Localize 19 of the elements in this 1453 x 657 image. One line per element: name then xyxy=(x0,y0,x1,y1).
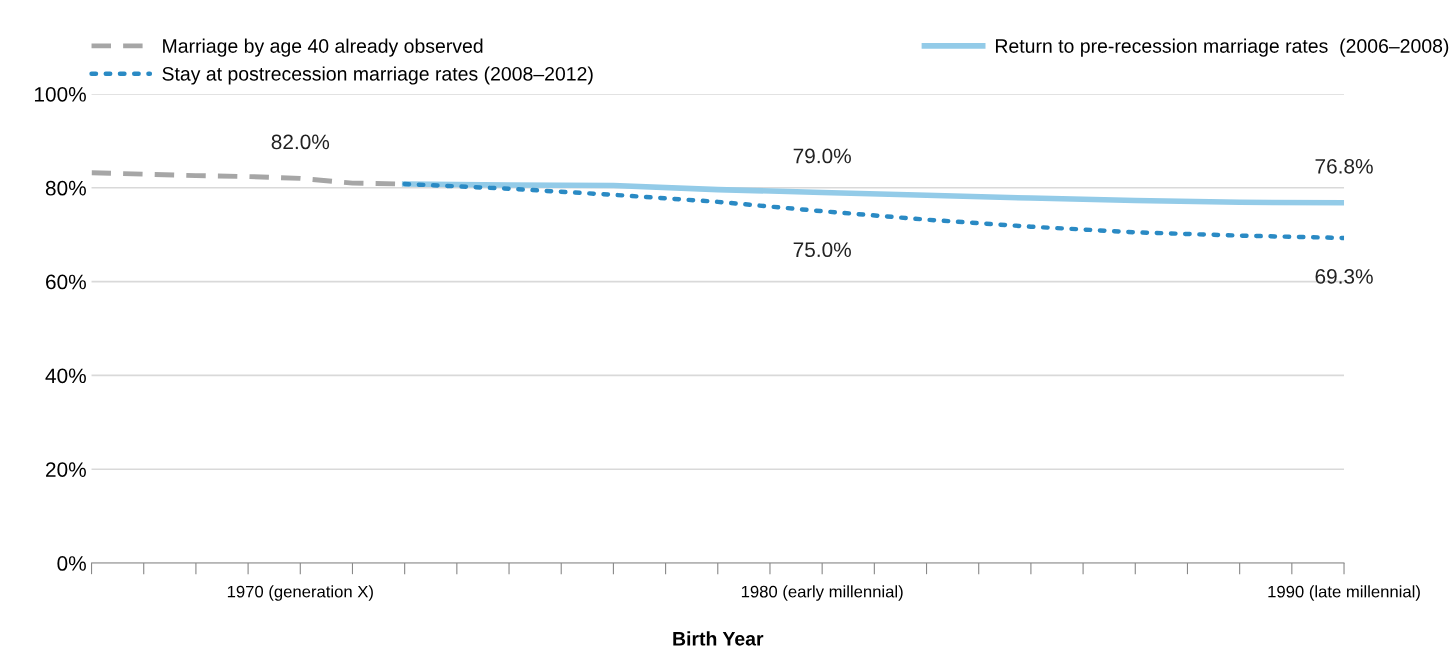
data-label: 76.8% xyxy=(1315,158,1373,174)
y-tick-label: 60% xyxy=(46,274,86,290)
legend-label: Marriage by age 40 already observed xyxy=(163,38,483,57)
y-tick-label: 40% xyxy=(45,368,86,384)
y-tick-label: 0% xyxy=(57,556,86,571)
legend-label: Stay at postrecession marriage rates (2008–2012) xyxy=(162,66,593,85)
x-tick-label: 1980 (early millennial) xyxy=(741,585,903,601)
legend-label: Return to pre-recession marriage rates (2006–2008) xyxy=(995,38,1449,57)
x-tick-label: 1970 (generation X) xyxy=(227,585,373,601)
x-axis-title: Birth Year xyxy=(673,631,764,646)
data-label: 75.0% xyxy=(793,242,851,258)
y-tick-label: 100% xyxy=(34,86,86,102)
line-series xyxy=(402,181,1345,241)
x-tick-label: 1990 (late millennial) xyxy=(1268,585,1420,601)
y-tick-label: 80% xyxy=(45,180,86,196)
data-label: 69.3% xyxy=(1315,269,1373,284)
y-tick-label: 20% xyxy=(46,462,86,477)
data-label: 79.0% xyxy=(793,148,851,164)
data-label: 82.0% xyxy=(271,134,330,150)
